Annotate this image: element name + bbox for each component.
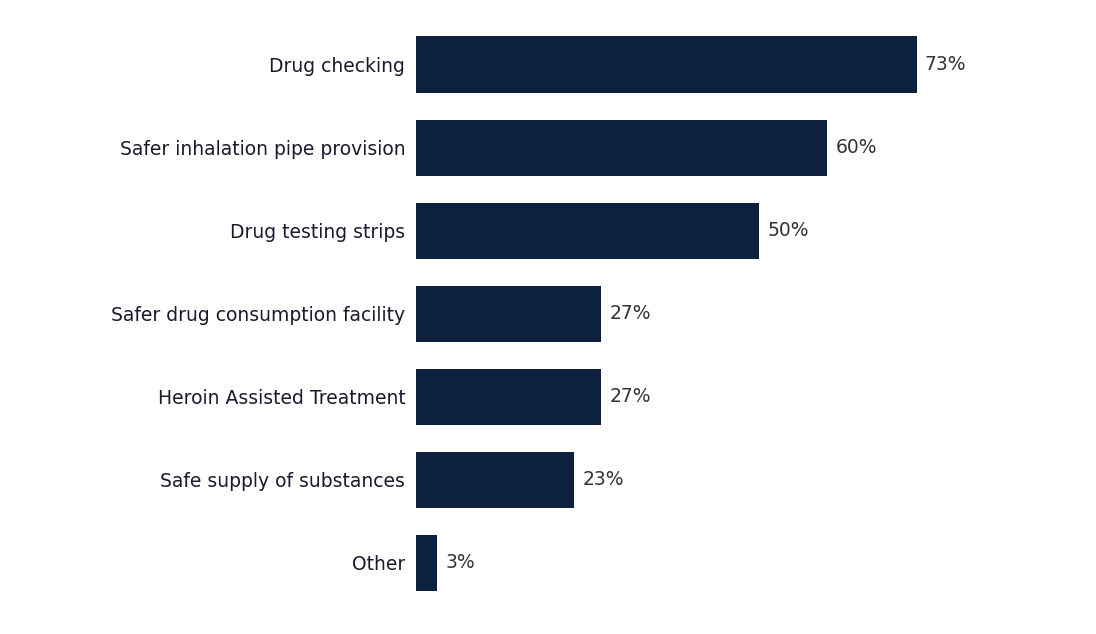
Text: 3%: 3% [445,553,475,573]
Bar [416,285,602,342]
Bar [416,451,574,508]
Bar [416,534,437,591]
Bar [416,119,827,176]
Text: 73%: 73% [925,55,967,74]
Bar [416,368,602,425]
Text: 50%: 50% [767,221,809,240]
Bar [416,37,916,93]
Text: 60%: 60% [836,138,877,157]
Text: 23%: 23% [582,470,624,489]
Text: 27%: 27% [609,304,651,323]
Bar [416,202,758,259]
Text: 27%: 27% [609,387,651,406]
